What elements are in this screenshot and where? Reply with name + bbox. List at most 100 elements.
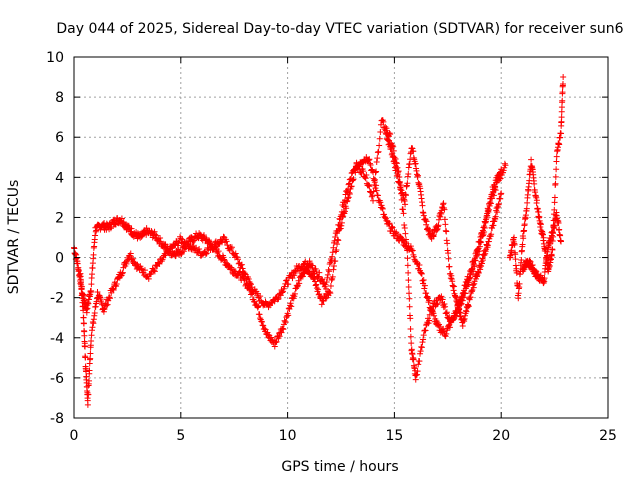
data-point	[279, 289, 286, 296]
series-sat-track-b	[77, 117, 505, 408]
data-point	[326, 289, 333, 296]
data-point	[556, 141, 563, 148]
data-point	[248, 284, 255, 291]
data-point	[551, 222, 558, 229]
data-point	[371, 182, 378, 189]
data-point	[390, 153, 397, 160]
data-point	[402, 236, 409, 243]
data-point	[107, 295, 114, 302]
data-point	[493, 177, 500, 184]
y-tick-label: 4	[55, 170, 64, 186]
data-point	[511, 241, 518, 248]
data-point	[476, 248, 483, 255]
data-point	[501, 160, 508, 167]
data-point	[408, 340, 415, 347]
data-point	[334, 236, 341, 243]
data-point	[475, 269, 482, 276]
series-sat-track-a	[71, 154, 509, 350]
data-point	[405, 269, 412, 276]
data-point	[127, 250, 134, 257]
data-point	[88, 287, 95, 294]
data-point	[466, 275, 473, 282]
data-point	[532, 267, 539, 274]
data-point	[429, 307, 436, 314]
x-tick-label: 10	[279, 428, 297, 444]
data-point	[330, 244, 337, 251]
data-point	[327, 282, 334, 289]
data-point	[402, 201, 409, 208]
data-point	[422, 327, 429, 334]
data-point	[255, 303, 262, 310]
data-point	[389, 224, 396, 231]
data-point	[155, 260, 162, 267]
data-point	[257, 315, 264, 322]
data-point	[426, 226, 433, 233]
data-point	[245, 276, 252, 283]
data-point	[479, 257, 486, 264]
data-point	[110, 286, 117, 293]
data-point	[280, 288, 287, 295]
data-point	[526, 257, 533, 264]
data-point	[540, 231, 547, 238]
data-point	[239, 265, 246, 272]
data-point	[363, 171, 370, 178]
data-point	[348, 183, 355, 190]
data-point	[373, 159, 380, 166]
data-point	[322, 281, 329, 288]
x-tick-label: 5	[176, 428, 185, 444]
data-point	[210, 245, 217, 252]
data-point	[80, 307, 87, 314]
data-point	[481, 229, 488, 236]
data-point	[475, 251, 482, 258]
data-point	[157, 234, 164, 241]
data-point	[119, 269, 126, 276]
data-point	[87, 350, 94, 357]
data-point	[89, 324, 96, 331]
data-point	[409, 247, 416, 254]
data-point	[296, 280, 303, 287]
data-point	[414, 172, 421, 179]
data-point	[470, 262, 477, 269]
data-point	[372, 169, 379, 176]
data-point	[271, 298, 278, 305]
x-tick-label: 15	[385, 428, 403, 444]
data-point	[402, 230, 409, 237]
data-point	[258, 318, 265, 325]
data-point	[258, 318, 265, 325]
data-point	[282, 319, 289, 326]
data-point	[393, 165, 400, 172]
data-point	[407, 333, 414, 340]
data-point	[88, 332, 95, 339]
y-tick-label: -4	[50, 331, 64, 347]
data-point	[175, 246, 182, 253]
data-point	[316, 269, 323, 276]
data-point	[373, 168, 380, 175]
data-point	[303, 264, 310, 271]
data-point	[462, 290, 469, 297]
data-point	[88, 281, 95, 288]
data-point	[553, 166, 560, 173]
data-point	[524, 199, 531, 206]
data-point	[531, 180, 538, 187]
data-point	[315, 286, 322, 293]
data-point	[388, 146, 395, 153]
data-point	[477, 239, 484, 246]
data-point	[559, 97, 566, 104]
data-point	[345, 195, 352, 202]
data-point	[445, 250, 452, 257]
data-point	[130, 255, 137, 262]
data-point	[268, 334, 275, 341]
data-point	[419, 202, 426, 209]
data-point	[492, 213, 499, 220]
data-point	[528, 156, 535, 163]
data-point	[283, 277, 290, 284]
data-point	[467, 274, 474, 281]
data-point	[373, 187, 380, 194]
data-point	[330, 262, 337, 269]
data-point	[322, 295, 329, 302]
data-point	[148, 228, 155, 235]
data-point	[480, 224, 487, 231]
data-point	[492, 183, 499, 190]
data-point	[442, 221, 449, 228]
